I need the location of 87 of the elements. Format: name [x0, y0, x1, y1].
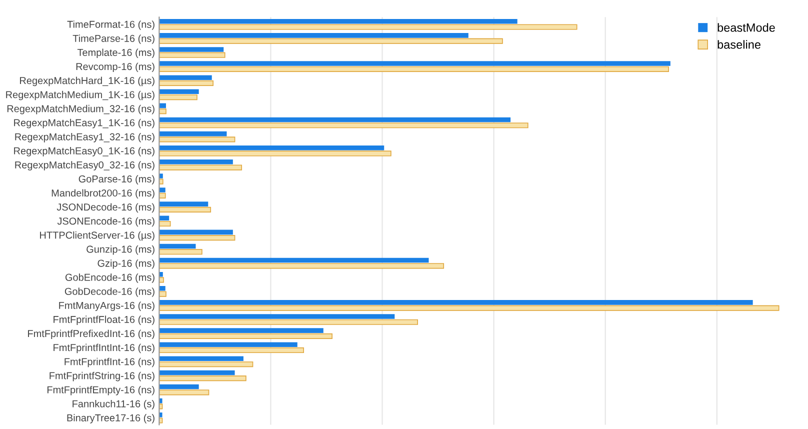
y-tick-label: Gunzip-16 (ms) [86, 245, 154, 255]
bar [159, 319, 418, 325]
bar [159, 291, 166, 297]
bar [159, 286, 166, 291]
bar [159, 342, 298, 347]
bar [159, 263, 444, 269]
y-tick-label: TimeParse-16 (ns) [72, 34, 154, 44]
bar [159, 398, 162, 404]
legend-label: baseline [718, 40, 760, 49]
bar [159, 361, 254, 368]
bar [159, 202, 208, 206]
bar [159, 356, 244, 362]
bar [159, 370, 235, 376]
y-tick-label: RegexpMatchMedium_32-16 (ns) [7, 104, 154, 114]
bar [159, 277, 164, 283]
bar [159, 145, 384, 150]
bar [159, 418, 163, 424]
bar [159, 150, 392, 156]
bar [159, 66, 669, 72]
bar [159, 249, 202, 255]
bar [159, 80, 214, 86]
bar [159, 234, 236, 241]
bar [159, 122, 528, 128]
bar [159, 178, 164, 184]
bar [159, 347, 304, 354]
y-tick-label: Revcomp-16 (ms) [76, 62, 154, 72]
y-tick-label: RegexpMatchHard_1K-16 (µs) [20, 76, 154, 86]
bar [159, 131, 227, 136]
bar [159, 61, 670, 66]
bar [159, 328, 324, 333]
bar [159, 33, 468, 38]
y-tick-label: FmtFprintfString-16 (ns) [50, 372, 154, 382]
y-tick-label: RegexpMatchEasy1_32-16 (ns) [15, 132, 154, 142]
y-tick-label: FmtFprintfEmpty-16 (ns) [47, 386, 154, 396]
bar [159, 305, 780, 311]
bar [159, 24, 578, 30]
bar [159, 160, 233, 164]
bar [159, 206, 212, 212]
y-tick-label: TimeFormat-16 (ns) [67, 20, 154, 30]
bar [159, 390, 210, 396]
bar [159, 230, 233, 235]
bar [159, 94, 198, 100]
bar [159, 117, 511, 122]
bar [159, 108, 166, 114]
y-tick-label: RegexpMatchMedium_1K-16 (µs) [6, 90, 154, 100]
bar [159, 384, 199, 390]
y-tick-label: JSONEncode-16 (ms) [57, 217, 154, 227]
y-tick-label: HTTPClientServer-16 (µs) [40, 231, 154, 241]
bar [159, 333, 332, 339]
y-tick-label: Gzip-16 (ms) [98, 259, 154, 269]
bar [159, 136, 236, 142]
bar [159, 412, 162, 418]
bar [159, 192, 166, 198]
y-tick-label: Mandelbrot200-16 (ms) [52, 189, 154, 199]
bar [159, 300, 753, 305]
bar [159, 38, 503, 44]
bar [159, 216, 170, 221]
y-tick-label: RegexpMatchEasy1_1K-16 (ns) [14, 118, 154, 128]
y-tick-label: FmtFprintfInt-16 (ns) [64, 358, 154, 368]
bar [159, 220, 171, 227]
bar [159, 188, 166, 192]
y-tick-label: BinaryTree17-16 (s) [67, 414, 154, 424]
legend-label: beastMode [718, 23, 775, 32]
bar [159, 52, 226, 58]
bar [159, 164, 242, 170]
y-tick-label: RegexpMatchEasy0_32-16 (ns) [15, 161, 154, 170]
y-tick-label: JSONDecode-16 (ms) [56, 203, 154, 213]
y-tick-label: GoParse-16 (ms) [78, 175, 154, 184]
y-tick-label: Template-16 (ms) [77, 48, 154, 58]
y-tick-label: GobDecode-16 (ms) [64, 288, 154, 297]
y-tick-label: FmtFprintfPrefixedInt-16 (ns) [28, 330, 154, 340]
bar [159, 75, 212, 80]
y-tick-label: RegexpMatchEasy0_1K-16 (ns) [14, 147, 154, 156]
bar [159, 103, 166, 108]
y-tick-label: GobEncode-16 (ms) [65, 274, 154, 283]
bar [159, 314, 395, 319]
bar [159, 89, 199, 94]
y-tick-label: FmtFprintfIntInt-16 (ns) [54, 344, 154, 354]
bar [159, 47, 224, 52]
bar [159, 174, 163, 178]
y-tick-label: Fannkuch11-16 (s) [72, 400, 154, 410]
bar [159, 376, 246, 382]
y-tick-label: FmtManyArgs-16 (ns) [59, 302, 154, 311]
y-tick-label: FmtFprintfFloat-16 (ns) [54, 316, 154, 326]
bar [159, 258, 429, 263]
bar [159, 244, 196, 249]
bar [159, 18, 518, 24]
